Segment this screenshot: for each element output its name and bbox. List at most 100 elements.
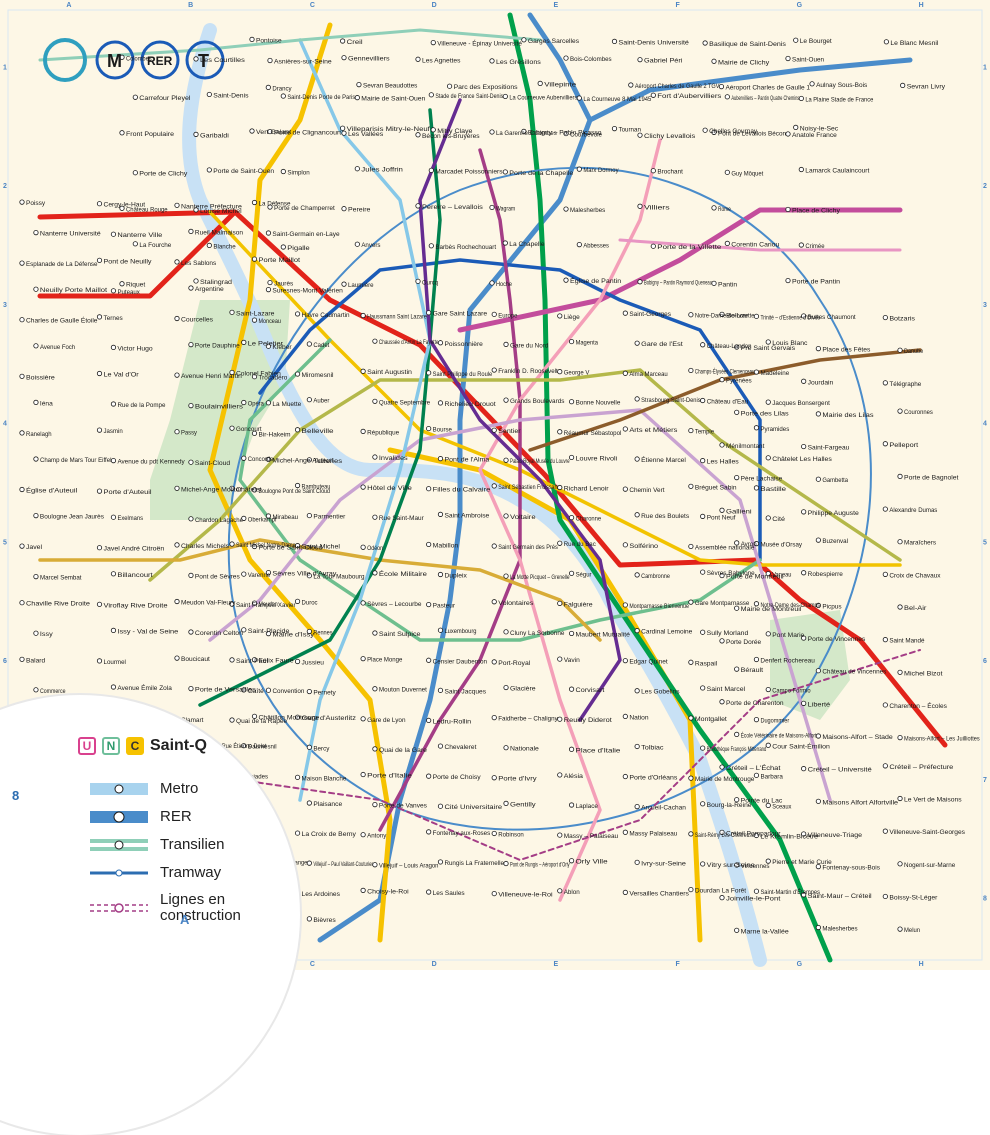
station-label[interactable]: Étienne Marcel	[641, 455, 686, 464]
station-label[interactable]: Télégraphe	[889, 381, 921, 388]
station-label[interactable]: Chelles Gournay	[709, 128, 758, 135]
station-label[interactable]: Robespierre	[808, 571, 844, 578]
station-label[interactable]: Saint-Martin d'Étampes	[760, 887, 820, 896]
station-label[interactable]: Billancourt	[117, 572, 152, 579]
station-label[interactable]: Avenue Henri Martin	[181, 373, 242, 380]
station-label[interactable]: Porte de Pantin	[792, 279, 840, 286]
station-label[interactable]: Saint-Maur – Créteil	[808, 893, 872, 900]
station-label[interactable]: Chemin Vert	[629, 487, 664, 494]
station-label[interactable]: Mairie de Montrouge	[695, 776, 755, 783]
station-label[interactable]: Montgallet	[695, 716, 727, 723]
station-label[interactable]: Vaneau	[772, 572, 792, 579]
station-label[interactable]: Louise Michel	[200, 208, 242, 215]
station-label[interactable]: Les Grésillons	[496, 59, 541, 66]
station-label[interactable]: Miromesnil	[302, 372, 334, 379]
station-label[interactable]: Pelleport	[889, 442, 918, 449]
station-label[interactable]: Champ de Mars Tour Eiffel	[40, 457, 112, 464]
station-label[interactable]: Mairie de Montreuil	[741, 606, 802, 613]
station-label[interactable]: Les Vallées	[348, 131, 383, 138]
station-label[interactable]: Rennes	[313, 629, 332, 636]
station-label[interactable]: Saint Philippe du Roule	[433, 371, 493, 378]
station-label[interactable]: Pasteur	[433, 603, 456, 610]
station-label[interactable]: Alésia	[564, 773, 584, 780]
station-label[interactable]: Sevran Beaudottes	[363, 83, 418, 90]
station-label[interactable]: Château d'Eau	[707, 399, 749, 406]
station-label[interactable]: Bel-Air	[904, 605, 927, 612]
station-label[interactable]: Saint Michel	[302, 544, 340, 551]
station-label[interactable]: Maubert Mutualité	[576, 631, 631, 638]
station-label[interactable]: Anatole France	[792, 132, 837, 139]
station-label[interactable]: Chaussée d'Antin La Fayette	[379, 339, 439, 346]
station-label[interactable]: Gare Saint Lazare	[433, 311, 488, 318]
station-label[interactable]: Malesherbes	[570, 207, 605, 214]
station-label[interactable]: Assemblée nationale	[695, 544, 755, 551]
station-label[interactable]: Stade de France Saint-Denis	[435, 93, 503, 100]
station-label[interactable]: Orly Ville	[576, 859, 609, 866]
station-label[interactable]: Maisons-Alfort – Les Juilliottes	[904, 736, 980, 743]
station-label[interactable]: Rue de la Pompe	[117, 402, 165, 409]
station-label[interactable]: Sully Morland	[707, 630, 749, 637]
station-label[interactable]: Garges Sarcelles	[528, 38, 580, 45]
station-label[interactable]: La Garenne Colombes	[496, 130, 557, 137]
station-label[interactable]: Pont Neuf	[707, 514, 736, 521]
station-label[interactable]: Colonel Fabien	[236, 370, 281, 377]
station-label[interactable]: Avron	[741, 541, 757, 548]
station-label[interactable]: Tournan	[619, 127, 642, 134]
station-label[interactable]: La Courneuve Aubervilliers	[509, 94, 577, 101]
station-label[interactable]: Neuilly Porte Maillot	[40, 287, 107, 294]
station-label[interactable]: Montparnasse Bienvenüe	[629, 603, 689, 610]
station-label[interactable]: École Vétérinaire de Maisons-Alfort	[741, 730, 817, 739]
station-label[interactable]: Église de Pantin	[570, 276, 622, 285]
station-label[interactable]: Saint-Fargeau	[808, 445, 850, 452]
station-label[interactable]: Fontenay-sous-Bois	[822, 865, 880, 872]
station-label[interactable]: Saint-Cloud	[195, 460, 231, 467]
station-label[interactable]: Nanterre Préfecture	[181, 203, 242, 210]
station-label[interactable]: Raspail	[695, 660, 717, 667]
station-label[interactable]: Corentin Cariou	[731, 241, 779, 248]
station-label[interactable]: Strasbourg Saint-Denis	[641, 397, 701, 404]
station-label[interactable]: Denfert Rochereau	[760, 657, 815, 664]
station-label[interactable]: Villiers	[644, 204, 670, 211]
station-label[interactable]: Belleville	[302, 428, 335, 435]
station-label[interactable]: Vitry sur-Seine	[707, 862, 756, 869]
station-label[interactable]: Ranelagh	[26, 431, 52, 438]
station-label[interactable]: Porte des Lilas	[741, 410, 789, 417]
station-label[interactable]: Saint-Paul	[236, 658, 268, 665]
station-label[interactable]: Aubervilliers – Pantin Quatre Chemins	[731, 95, 799, 102]
station-label[interactable]: Carrefour Pleyel	[139, 95, 190, 102]
station-label[interactable]: Parmentier	[313, 514, 346, 521]
station-label[interactable]: Saint Marcel	[707, 686, 745, 693]
station-label[interactable]: Nogent-sur-Marne	[904, 862, 956, 869]
station-label[interactable]: Viroflay Rive Droite	[104, 602, 169, 609]
station-label[interactable]: Fort d'Aubervilliers	[657, 93, 721, 100]
station-label[interactable]: Front Populaire	[126, 131, 174, 138]
station-label[interactable]: Pierre et Marie Curie	[772, 859, 832, 866]
station-label[interactable]: Jasmin	[104, 428, 124, 435]
station-label[interactable]: Pantin	[718, 281, 738, 288]
station-label[interactable]: Chevaleret	[444, 744, 476, 751]
station-label[interactable]: Opéra	[248, 401, 264, 408]
station-label[interactable]: Saint Mandé	[889, 638, 925, 645]
station-label[interactable]: Volontaires	[498, 600, 533, 607]
station-label[interactable]: Créteil – Université	[808, 767, 873, 774]
station-label[interactable]: Saint-Denis Porte de Paris	[287, 94, 355, 101]
station-label[interactable]: Lamarck Caulaincourt	[805, 168, 869, 175]
station-label[interactable]: La Muette	[272, 401, 301, 408]
station-label[interactable]: Gare de l'Est	[641, 341, 683, 348]
station-label[interactable]: Bercy	[313, 745, 330, 752]
station-label[interactable]: Quatre Septembre	[379, 399, 431, 406]
station-label[interactable]: Chaville Rive Droite	[26, 601, 90, 608]
station-label[interactable]: Boulogne Pont de Saint Cloud	[259, 488, 331, 495]
station-label[interactable]: Villejuif – Paul Vaillant-Couturier	[313, 861, 373, 868]
station-label[interactable]: Clichy Levallois	[644, 133, 695, 140]
station-label[interactable]: Courbevoie	[570, 132, 602, 139]
station-label[interactable]: Villepinte	[544, 81, 576, 88]
station-label[interactable]: Cardinal Lemoine	[641, 629, 693, 636]
station-label[interactable]: Bastille	[760, 486, 786, 493]
station-label[interactable]: Pont Marie	[772, 632, 804, 639]
station-label[interactable]: Dugommier	[760, 718, 790, 725]
station-label[interactable]: Porte Dorée	[726, 639, 762, 646]
station-label[interactable]: Châtelet	[236, 486, 262, 493]
station-label[interactable]: Buttes Chaumont	[808, 314, 856, 321]
station-label[interactable]: Trocadéro	[259, 375, 288, 382]
